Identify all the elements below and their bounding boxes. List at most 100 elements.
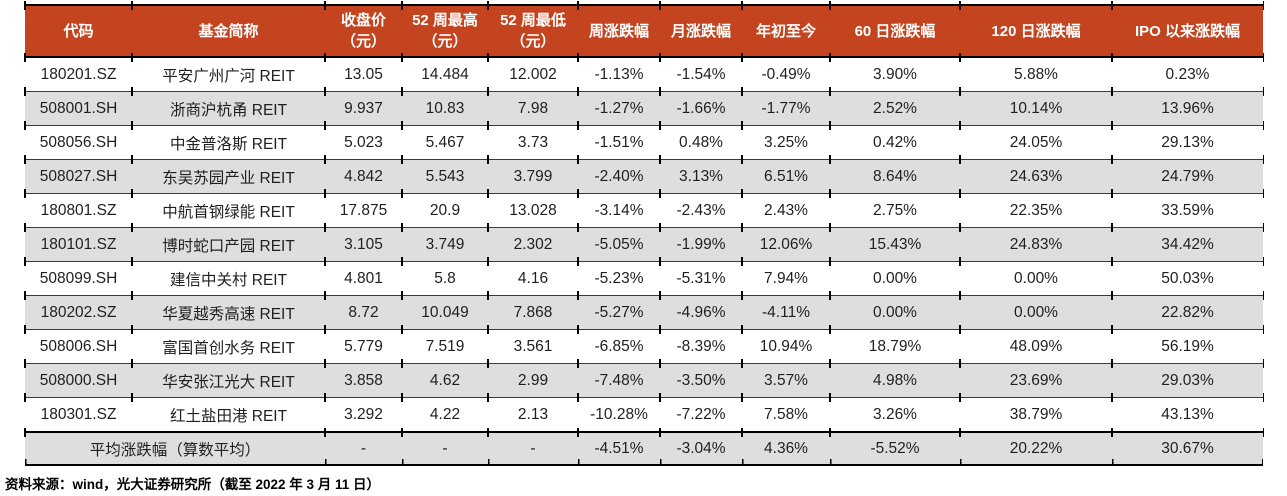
- change-60d-cell: 8.64%: [829, 154, 960, 194]
- ytd-change-cell: 3.57%: [741, 358, 830, 398]
- col-header-52w-high: 52 周最高 （元）: [401, 0, 488, 58]
- ytd-change-cell: 6.51%: [741, 154, 830, 194]
- close-price-cell: 9.937: [324, 86, 402, 126]
- fund-code-cell: 180801.SZ: [24, 188, 132, 228]
- high-52w-cell: 3.749: [401, 222, 488, 262]
- low-52w-cell: 3.73: [487, 120, 578, 160]
- fund-name-cell: 博时蛇口产园 REIT: [131, 222, 325, 262]
- low-52w-cell: 2.302: [487, 222, 578, 262]
- month-change-cell: -2.43%: [659, 188, 742, 228]
- ipo-change-cell: 34.42%: [1111, 222, 1264, 262]
- summary-label-cell: 平均涨跌幅（算数平均）: [24, 429, 325, 466]
- col-header-ytd-change: 年初至今: [741, 0, 830, 58]
- fund-code-cell: 180301.SZ: [24, 392, 132, 433]
- ytd-change-cell: 7.94%: [741, 256, 830, 296]
- ipo-change-cell: 13.96%: [1111, 86, 1264, 126]
- week-change-cell: -1.27%: [577, 86, 660, 126]
- col-header-ipo-change: IPO 以来涨跌幅: [1111, 0, 1264, 58]
- low-52w-cell: 2.99: [487, 358, 578, 398]
- close-price-cell: 3.105: [324, 222, 402, 262]
- month-change-cell: -8.39%: [659, 324, 742, 364]
- change-60d-cell: 0.00%: [829, 290, 960, 330]
- fund-name-cell: 华安张江光大 REIT: [131, 358, 325, 398]
- header-row: 代码 基金简称 收盘价 （元） 52 周最高 （元） 52 周最低 （元） 周涨…: [24, 0, 1264, 58]
- change-120d-cell: 22.35%: [959, 188, 1112, 228]
- change-60d-cell: 4.98%: [829, 358, 960, 398]
- high-52w-cell: 20.9: [401, 188, 488, 228]
- ytd-change-cell: -0.49%: [741, 52, 830, 92]
- month-change-cell: -1.66%: [659, 86, 742, 126]
- fund-code-cell: 180201.SZ: [24, 52, 132, 92]
- table-row: 180101.SZ 博时蛇口产园 REIT 3.105 3.749 2.302 -5.05…: [24, 222, 1264, 262]
- change-120d-cell: 0.00%: [959, 256, 1112, 296]
- week-change-cell: -5.27%: [577, 290, 660, 330]
- col-header-60d-change: 60 日涨跌幅: [829, 0, 960, 58]
- summary-value-cell: -: [401, 429, 488, 466]
- table-row: 180801.SZ 中航首钢绿能 REIT 17.875 20.9 13.028 -3.1…: [24, 188, 1264, 228]
- ipo-change-cell: 29.03%: [1111, 358, 1264, 398]
- high-52w-cell: 5.8: [401, 256, 488, 296]
- ipo-change-cell: 56.19%: [1111, 324, 1264, 364]
- fund-code-cell: 508027.SH: [24, 154, 132, 194]
- close-price-cell: 17.875: [324, 188, 402, 228]
- change-120d-cell: 24.63%: [959, 154, 1112, 194]
- close-price-cell: 8.72: [324, 290, 402, 330]
- change-60d-cell: 3.90%: [829, 52, 960, 92]
- week-change-cell: -1.51%: [577, 120, 660, 160]
- high-52w-cell: 10.83: [401, 86, 488, 126]
- fund-name-cell: 建信中关村 REIT: [131, 256, 325, 296]
- week-change-cell: -3.14%: [577, 188, 660, 228]
- change-120d-cell: 24.05%: [959, 120, 1112, 160]
- low-52w-cell: 7.868: [487, 290, 578, 330]
- fund-code-cell: 508001.SH: [24, 86, 132, 126]
- month-change-cell: -1.99%: [659, 222, 742, 262]
- fund-code-cell: 508099.SH: [24, 256, 132, 296]
- fund-name-cell: 浙商沪杭甬 REIT: [131, 86, 325, 126]
- fund-name-cell: 中金普洛斯 REIT: [131, 120, 325, 160]
- ytd-change-cell: 2.43%: [741, 188, 830, 228]
- ipo-change-cell: 33.59%: [1111, 188, 1264, 228]
- fund-code-cell: 180202.SZ: [24, 290, 132, 330]
- ipo-change-cell: 29.13%: [1111, 120, 1264, 160]
- change-60d-cell: 2.52%: [829, 86, 960, 126]
- high-52w-cell: 5.467: [401, 120, 488, 160]
- ipo-change-cell: 50.03%: [1111, 256, 1264, 296]
- low-52w-cell: 4.16: [487, 256, 578, 296]
- week-change-cell: -7.48%: [577, 358, 660, 398]
- low-52w-cell: 3.561: [487, 324, 578, 364]
- col-header-code: 代码: [24, 0, 132, 58]
- change-60d-cell: 0.00%: [829, 256, 960, 296]
- low-52w-cell: 12.002: [487, 52, 578, 92]
- high-52w-cell: 4.62: [401, 358, 488, 398]
- close-price-cell: 4.842: [324, 154, 402, 194]
- change-120d-cell: 0.00%: [959, 290, 1112, 330]
- table-row: 508000.SH 华安张江光大 REIT 3.858 4.62 2.99 -7.48% -…: [24, 358, 1264, 398]
- change-120d-cell: 10.14%: [959, 86, 1112, 126]
- table-summary: 平均涨跌幅（算数平均） - - - -4.51% -3.04% 4.36% -5…: [24, 429, 1264, 466]
- fund-code-cell: 508000.SH: [24, 358, 132, 398]
- summary-value-cell: -5.52%: [829, 429, 960, 466]
- change-60d-cell: 18.79%: [829, 324, 960, 364]
- fund-name-cell: 平安广州广河 REIT: [131, 52, 325, 92]
- month-change-cell: -1.54%: [659, 52, 742, 92]
- ytd-change-cell: 3.25%: [741, 120, 830, 160]
- change-60d-cell: 15.43%: [829, 222, 960, 262]
- reits-table-container: 代码 基金简称 收盘价 （元） 52 周最高 （元） 52 周最低 （元） 周涨…: [24, 0, 1264, 466]
- fund-name-cell: 华夏越秀高速 REIT: [131, 290, 325, 330]
- col-header-week-change: 周涨跌幅: [577, 0, 660, 58]
- col-header-fund-name: 基金简称: [131, 0, 325, 58]
- summary-value-cell: -: [487, 429, 578, 466]
- summary-value-cell: 4.36%: [741, 429, 830, 466]
- table-header: 代码 基金简称 收盘价 （元） 52 周最高 （元） 52 周最低 （元） 周涨…: [24, 0, 1264, 58]
- close-price-cell: 3.292: [324, 392, 402, 433]
- low-52w-cell: 2.13: [487, 392, 578, 433]
- high-52w-cell: 10.049: [401, 290, 488, 330]
- close-price-cell: 5.023: [324, 120, 402, 160]
- fund-name-cell: 中航首钢绿能 REIT: [131, 188, 325, 228]
- table-row: 508056.SH 中金普洛斯 REIT 5.023 5.467 3.73 -1.51% 0…: [24, 120, 1264, 160]
- change-60d-cell: 0.42%: [829, 120, 960, 160]
- high-52w-cell: 4.22: [401, 392, 488, 433]
- high-52w-cell: 14.484: [401, 52, 488, 92]
- week-change-cell: -6.85%: [577, 324, 660, 364]
- table-row: 508001.SH 浙商沪杭甬 REIT 9.937 10.83 7.98 -1.27% -…: [24, 86, 1264, 126]
